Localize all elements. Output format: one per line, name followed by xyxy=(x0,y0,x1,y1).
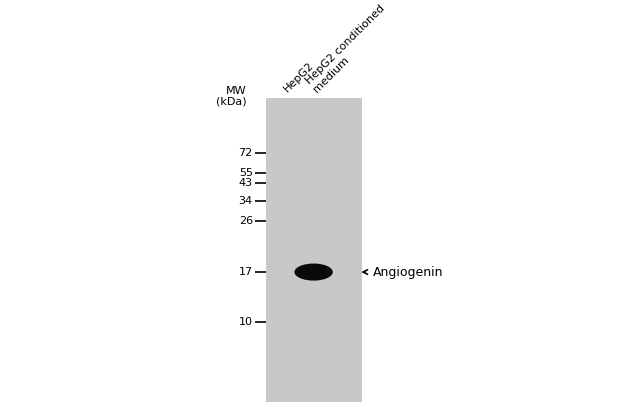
FancyBboxPatch shape xyxy=(266,98,362,402)
Text: MW: MW xyxy=(226,86,246,96)
Text: Angiogenin: Angiogenin xyxy=(372,265,443,279)
Text: HepG2 conditioned
medium: HepG2 conditioned medium xyxy=(303,3,394,94)
Text: 72: 72 xyxy=(239,148,253,158)
Text: 17: 17 xyxy=(239,267,253,277)
Text: 43: 43 xyxy=(239,178,253,188)
Ellipse shape xyxy=(294,263,333,280)
Text: (kDa): (kDa) xyxy=(216,97,246,106)
Text: 26: 26 xyxy=(239,216,253,226)
Text: 55: 55 xyxy=(239,168,253,178)
Text: 34: 34 xyxy=(239,196,253,206)
Text: HepG2: HepG2 xyxy=(282,60,316,94)
Text: 10: 10 xyxy=(239,317,253,327)
